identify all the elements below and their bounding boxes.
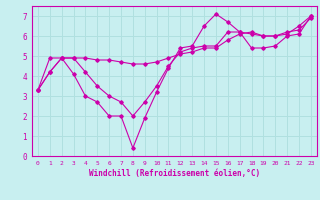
- X-axis label: Windchill (Refroidissement éolien,°C): Windchill (Refroidissement éolien,°C): [89, 169, 260, 178]
